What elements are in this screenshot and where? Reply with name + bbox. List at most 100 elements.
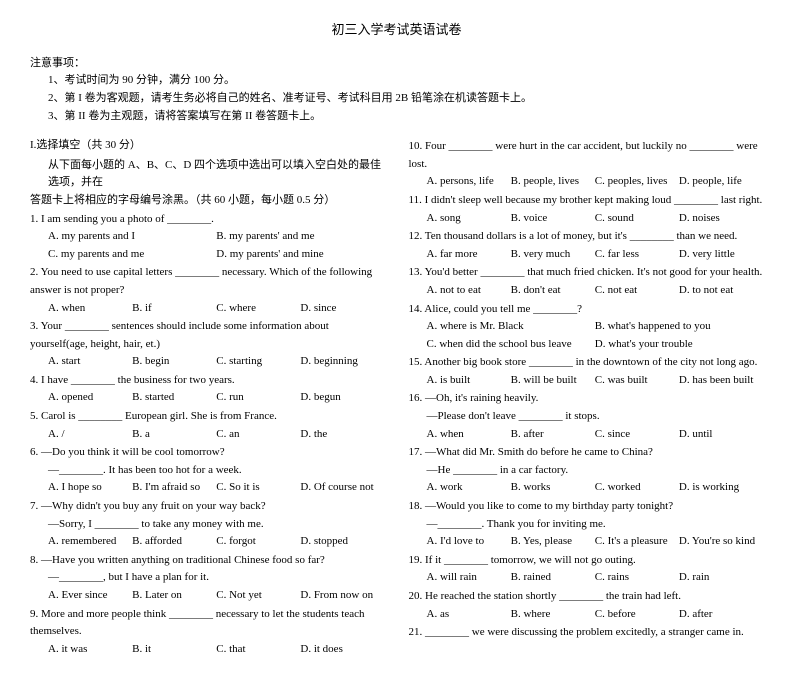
q9-c: C. that [216,641,300,659]
q17: 17. —What did Mr. Smith do before he cam… [409,444,764,462]
q8-d: D. From now on [300,587,384,605]
q2-b: B. if [132,300,216,318]
q6-2: —________. It has been too hot for a wee… [48,462,385,480]
q16-a: A. when [427,426,511,444]
q12-c: C. far less [595,246,679,264]
q13-c: C. not eat [595,282,679,300]
q10-b: B. people, lives [511,173,595,191]
q4-d: D. begun [300,389,384,407]
q4-a: A. opened [48,389,132,407]
q19-d: D. rain [679,569,763,587]
q15-a: A. is built [427,372,511,390]
q6-d: D. Of course not [300,479,384,497]
q16: 16. —Oh, it's raining heavily. [409,390,764,408]
q5-d: D. the [300,426,384,444]
q13-b: B. don't eat [511,282,595,300]
q4-c: C. run [216,389,300,407]
q1-d: D. my parents' and mine [216,246,384,264]
q11-d: D. noises [679,210,763,228]
q2: 2. You need to use capital letters _____… [30,264,385,299]
q18-2: —________. Thank you for inviting me. [427,516,764,534]
q11: 11. I didn't sleep well because my broth… [409,192,764,210]
q14-c: C. when did the school bus leave [427,336,595,354]
q13-a: A. not to eat [427,282,511,300]
notice-2: 2、第 I 卷为客观题，请考生务必将自己的姓名、准考证号、考试科目用 2B 铅笔… [48,90,763,108]
q16-b: B. after [511,426,595,444]
q9-a: A. it was [48,641,132,659]
section-1-desc1: 从下面每小题的 A、B、C、D 四个选项中选出可以填入空白处的最佳选项，并在 [48,157,385,192]
q19-b: B. rained [511,569,595,587]
notice-head: 注意事项： [30,55,763,73]
q2-d: D. since [300,300,384,318]
q5-c: C. an [216,426,300,444]
q6-c: C. So it is [216,479,300,497]
q13-d: D. to not eat [679,282,763,300]
section-1-head: I.选择填空（共 30 分） [30,137,385,155]
q19-a: A. will rain [427,569,511,587]
q9-d: D. it does [300,641,384,659]
q17-c: C. worked [595,479,679,497]
q3-c: C. starting [216,353,300,371]
q7-a: A. remembered [48,533,132,551]
q1-c: C. my parents and me [48,246,216,264]
q15-b: B. will be built [511,372,595,390]
q10-c: C. peoples, lives [595,173,679,191]
section-1-desc2: 答题卡上将相应的字母编号涂黑。（共 60 小题，每小题 0.5 分） [30,192,385,210]
q20-b: B. where [511,606,595,624]
q4: 4. I have ________ the business for two … [30,372,385,390]
q15: 15. Another big book store ________ in t… [409,354,764,372]
q1-a: A. my parents and I [48,228,216,246]
left-column: I.选择填空（共 30 分） 从下面每小题的 A、B、C、D 四个选项中选出可以… [30,137,385,658]
q15-d: D. has been built [679,372,763,390]
q3: 3. Your ________ sentences should includ… [30,318,385,353]
q2-c: C. where [216,300,300,318]
q19-c: C. rains [595,569,679,587]
q2-a: A. when [48,300,132,318]
q18-b: B. Yes, please [511,533,595,551]
q10-a: A. persons, life [427,173,511,191]
q14-a: A. where is Mr. Black [427,318,595,336]
q10-d: D. people, life [679,173,763,191]
q14-d: D. what's your trouble [595,336,763,354]
q6-b: B. I'm afraid so [132,479,216,497]
q3-b: B. begin [132,353,216,371]
q12: 12. Ten thousand dollars is a lot of mon… [409,228,764,246]
q18-d: D. You're so kind [679,533,763,551]
q12-b: B. very much [511,246,595,264]
q3-d: D. beginning [300,353,384,371]
q5-a: A. / [48,426,132,444]
q13: 13. You'd better ________ that much frie… [409,264,764,282]
q7-d: D. stopped [300,533,384,551]
q8-c: C. Not yet [216,587,300,605]
q17-b: B. works [511,479,595,497]
q6: 6. —Do you think it will be cool tomorro… [30,444,385,462]
q1-b: B. my parents' and me [216,228,384,246]
page-title: 初三入学考试英语试卷 [30,20,763,41]
q20-d: D. after [679,606,763,624]
q20-c: C. before [595,606,679,624]
q6-a: A. I hope so [48,479,132,497]
q10: 10. Four ________ were hurt in the car a… [409,138,764,173]
q21: 21. ________ we were discussing the prob… [409,624,764,642]
q11-c: C. sound [595,210,679,228]
q8-b: B. Later on [132,587,216,605]
q3-a: A. start [48,353,132,371]
notice-block: 注意事项： 1、考试时间为 90 分钟，满分 100 分。 2、第 I 卷为客观… [30,55,763,125]
q20: 20. He reached the station shortly _____… [409,588,764,606]
q16-c: C. since [595,426,679,444]
q15-c: C. was built [595,372,679,390]
q8-a: A. Ever since [48,587,132,605]
q12-d: D. very little [679,246,763,264]
q20-a: A. as [427,606,511,624]
q8-2: —________, but I have a plan for it. [48,569,385,587]
q17-2: —He ________ in a car factory. [427,462,764,480]
notice-1: 1、考试时间为 90 分钟，满分 100 分。 [48,72,763,90]
q5-b: B. a [132,426,216,444]
q16-d: D. until [679,426,763,444]
q14: 14. Alice, could you tell me ________? [409,301,764,319]
q1: 1. I am sending you a photo of ________. [30,211,385,229]
q17-a: A. work [427,479,511,497]
q7-c: C. forgot [216,533,300,551]
q9: 9. More and more people think ________ n… [30,606,385,641]
q18-a: A. I'd love to [427,533,511,551]
